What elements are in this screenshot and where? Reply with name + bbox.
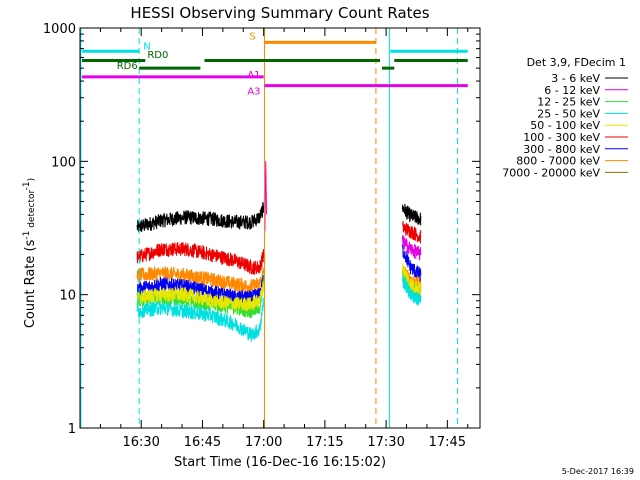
flag-bar-s: S: [249, 31, 376, 44]
series-trace: [136, 281, 265, 312]
series-trace: [136, 241, 265, 275]
axes: 16:30 16:45 17:00 17:15 17:30 17:45 1 10 100 1000: [43, 22, 481, 450]
legend-header: Det 3,9, FDecim 1: [527, 56, 626, 69]
legend-label: 300 - 800 keV: [523, 143, 600, 156]
flag-bar-a3: A3: [247, 84, 468, 97]
x-tick-label: 17:00: [245, 435, 282, 450]
series-25-50-kev: [136, 275, 422, 342]
series-50-100-kev: [136, 262, 422, 312]
legend-label: 3 - 6 keV: [551, 72, 600, 85]
flag-bar-n: N: [82, 41, 468, 53]
series-trace: [401, 275, 422, 306]
flag-label: A3: [247, 86, 260, 97]
y-tick-label: 1000: [43, 22, 76, 37]
legend-label: 25 - 50 keV: [537, 107, 600, 120]
flag-label: A1: [247, 70, 260, 81]
flag-label: RD6: [117, 61, 138, 72]
flag-bar-a1: A1: [82, 70, 264, 81]
flag-bar-rd0: RD0: [82, 50, 468, 63]
flag-label: S: [249, 31, 255, 42]
flag-label: RD0: [147, 50, 168, 61]
legend-label: 50 - 100 keV: [530, 119, 600, 132]
y-tick-label: 10: [59, 289, 76, 304]
legend-label: 6 - 12 keV: [544, 84, 600, 97]
series-trace: [401, 235, 422, 261]
legend-label: 800 - 7000 keV: [516, 155, 600, 168]
x-tick-label: 16:30: [122, 435, 159, 450]
y-tick-label: 100: [51, 155, 76, 170]
x-tick-label: 17:30: [367, 435, 404, 450]
series-trace: [136, 195, 265, 232]
series-3-6-kev: [136, 195, 422, 232]
x-tick-label: 16:45: [184, 435, 221, 450]
series-trace: [401, 221, 422, 244]
legend-label: 7000 - 20000 keV: [502, 166, 600, 179]
series-6-12-kev: [264, 161, 422, 261]
series-trace: [401, 244, 422, 282]
series-100-300-kev: [136, 221, 422, 275]
flag-label: N: [143, 41, 150, 52]
legend-label: 100 - 300 keV: [523, 131, 600, 144]
footer-timestamp: 5-Dec-2017 16:39: [562, 467, 634, 476]
x-tick-label: 17:45: [429, 435, 466, 450]
y-tick-label: 1: [68, 422, 76, 437]
x-axis-label: Start Time (16-Dec-16 16:15:02): [174, 455, 386, 470]
chart-title: HESSI Observing Summary Count Rates: [130, 4, 429, 22]
series-trace: [401, 203, 422, 226]
series-trace: [401, 262, 422, 295]
series-trace: [264, 161, 267, 232]
legend-label: 12 - 25 keV: [537, 96, 600, 109]
series-trace: [136, 297, 265, 342]
flag-bar-rd6: RD6: [117, 61, 395, 72]
y-axis-label: Count Rate (s-1 detector-1): [22, 178, 38, 328]
x-tick-label: 17:15: [306, 435, 343, 450]
plot-frame: [79, 27, 481, 429]
